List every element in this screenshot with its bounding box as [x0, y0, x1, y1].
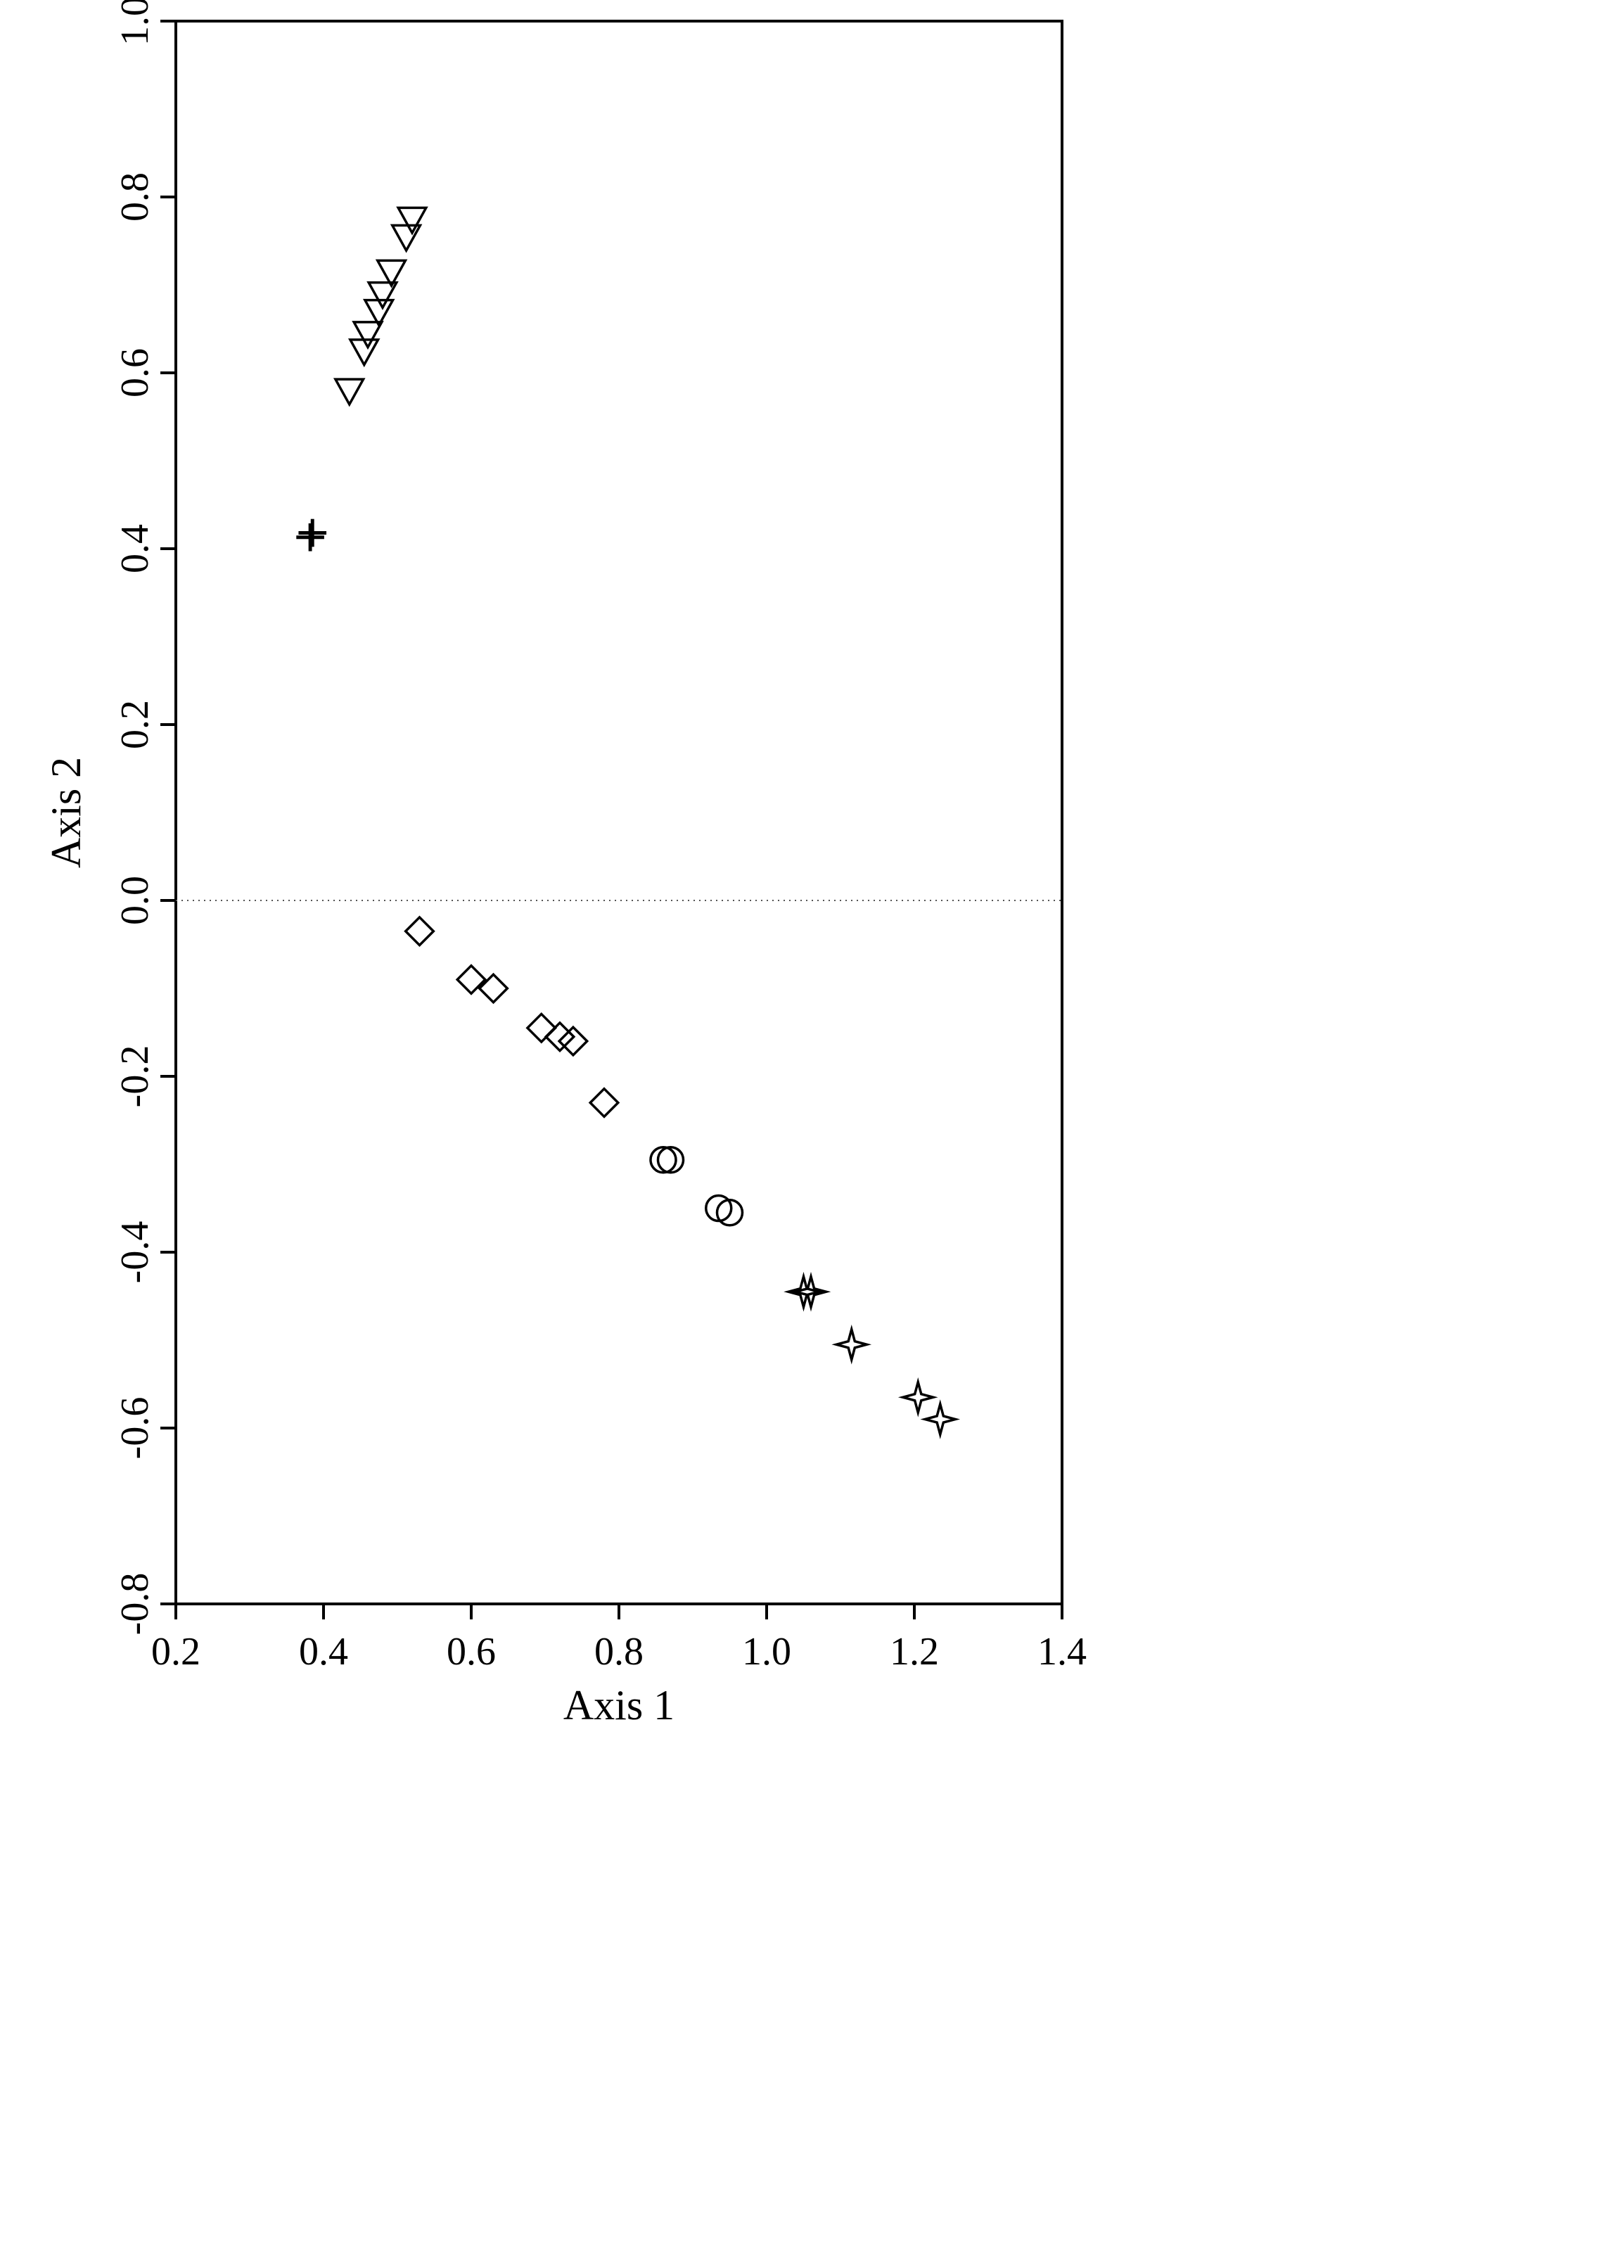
x-ticks: 0.2 0.4 0.6 0.8 1.0 1.2 1.4 [151, 1604, 1087, 1674]
x-tick-label: 0.8 [594, 1630, 644, 1674]
x-tick-label: 1.2 [890, 1630, 939, 1674]
x-tick-label: 1.0 [742, 1630, 791, 1674]
y-tick-label: 0.2 [113, 700, 157, 749]
x-tick-label: 0.4 [299, 1630, 348, 1674]
y-tick-label: 0.0 [113, 876, 157, 925]
y-tick-label: -0.6 [113, 1397, 157, 1460]
y-tick-label: 0.4 [113, 524, 157, 573]
y-tick-label: 1.0 [113, 0, 157, 46]
x-tick-label: 0.2 [151, 1630, 200, 1674]
y-ticks: -0.8 -0.6 -0.4 -0.2 0.0 0.2 0.4 0.6 0.8 1.0 [113, 0, 176, 1635]
y-tick-label: -0.8 [113, 1573, 157, 1636]
y-tick-label: 0.8 [113, 172, 157, 222]
y-tick-label: -0.2 [113, 1045, 157, 1108]
x-axis-label: Axis 1 [563, 1682, 674, 1728]
y-tick-label: -0.4 [113, 1221, 157, 1284]
x-tick-label: 1.4 [1037, 1630, 1087, 1674]
plot-frame [176, 21, 1062, 1604]
scatter-chart-svg: 0.2 0.4 0.6 0.8 1.0 1.2 1.4 -0.8 -0.6 -0.4 -0.2 0.… [0, 0, 1624, 2268]
scatter-figure: { "chart": { "type": "scatter", "backgro… [0, 0, 1624, 2268]
y-tick-label: 0.6 [113, 348, 157, 397]
y-axis-label: Axis 2 [43, 757, 89, 868]
x-tick-label: 0.6 [447, 1630, 496, 1674]
